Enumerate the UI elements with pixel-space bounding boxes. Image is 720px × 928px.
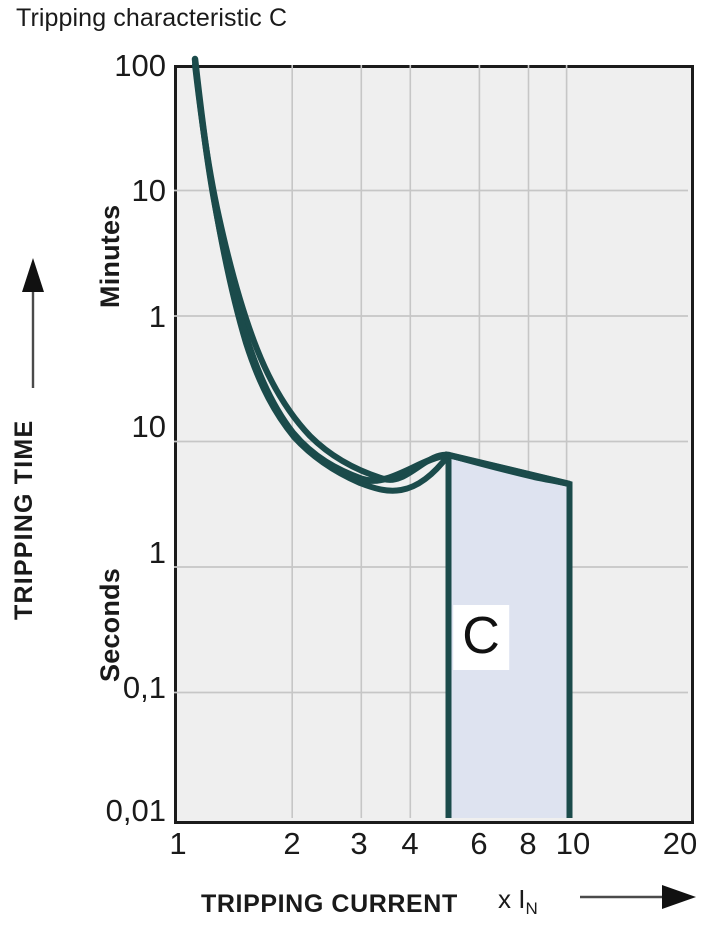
y-tick-label: 0,01 <box>105 793 166 828</box>
y-tick-label: 10 <box>131 173 166 208</box>
y-axis-arrow-icon <box>22 258 44 388</box>
x-axis-multiplier-label: x IN <box>498 884 538 919</box>
y-tick-label: 1 <box>148 535 166 570</box>
x-tick-label: 4 <box>401 826 419 861</box>
y-tick-label: 1 <box>148 299 166 334</box>
chart-title: Tripping characteristic C <box>16 4 288 32</box>
plot-area <box>174 65 694 824</box>
horizontal-gridlines <box>174 189 688 694</box>
x-tick-label: 3 <box>350 826 368 861</box>
x-axis-title: TRIPPING CURRENT <box>201 890 458 918</box>
band-label-c: C <box>453 605 509 670</box>
x-tick-label: 10 <box>555 826 591 861</box>
tripping-curve-main <box>191 55 452 484</box>
band-top-edge <box>447 451 571 488</box>
y-axis-unit-seconds: Seconds <box>95 568 125 682</box>
x-tick-label: 1 <box>169 826 187 861</box>
x-tick-label: 8 <box>519 826 537 861</box>
x-axis-multiplier-subscript: N <box>525 899 538 919</box>
x-tick-label: 2 <box>283 826 301 861</box>
x-tick-label: 6 <box>470 826 488 861</box>
plot-canvas <box>174 55 688 818</box>
y-axis-ticks: 100 10 1 10 1 0,1 0,01 <box>0 0 166 928</box>
y-tick-label: 10 <box>131 409 166 444</box>
tripping-curve <box>192 62 573 494</box>
y-axis-title: TRIPPING TIME <box>10 419 38 620</box>
y-axis-unit-minutes: Minutes <box>95 204 125 308</box>
x-axis-arrow-icon <box>580 885 696 909</box>
y-tick-label: 100 <box>114 48 166 83</box>
band-region-c <box>448 455 570 818</box>
y-tick-label: 0,1 <box>122 670 166 705</box>
x-axis-multiplier-prefix: x I <box>498 884 526 914</box>
x-tick-label: 20 <box>662 826 698 861</box>
